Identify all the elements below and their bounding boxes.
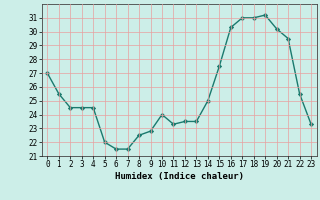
X-axis label: Humidex (Indice chaleur): Humidex (Indice chaleur) <box>115 172 244 181</box>
